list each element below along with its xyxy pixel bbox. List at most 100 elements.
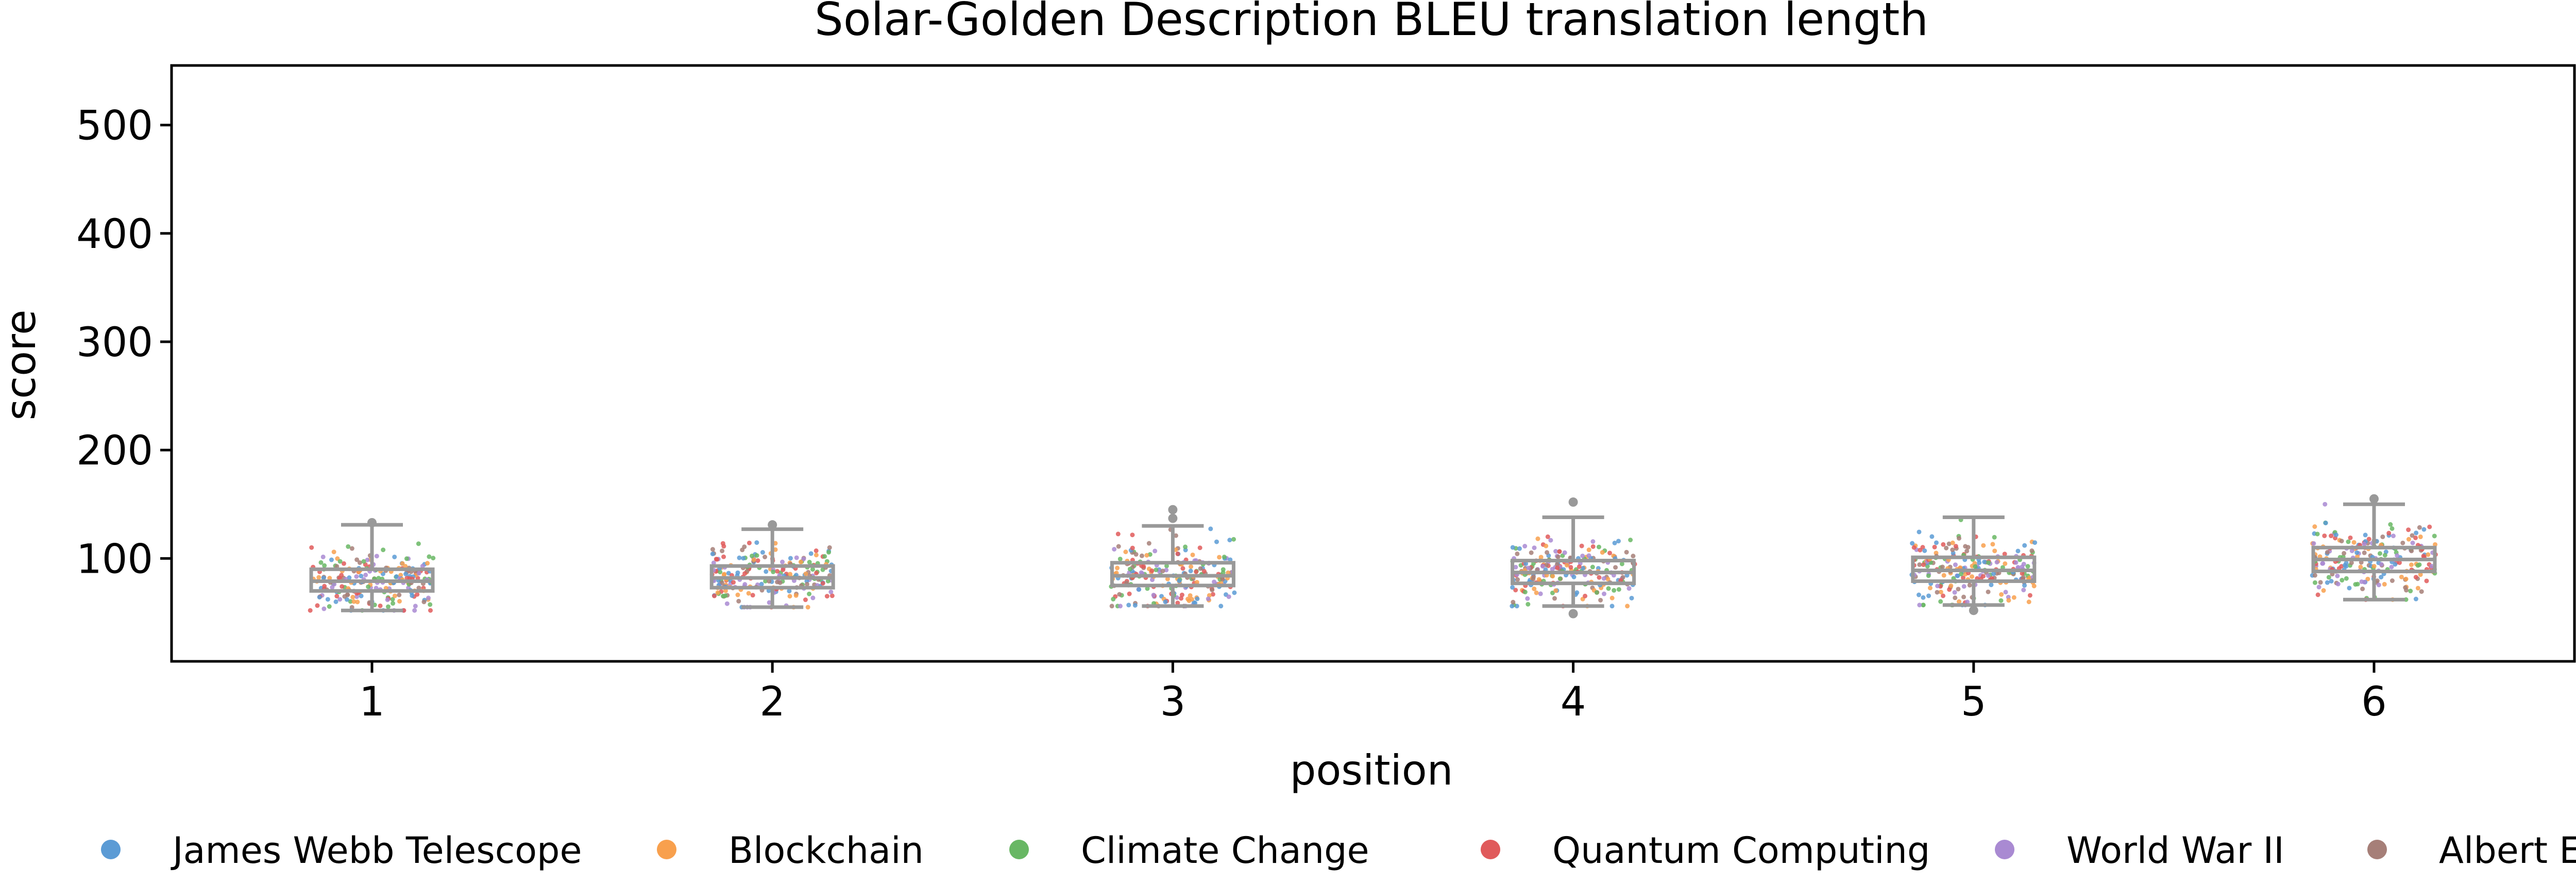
strip-point	[2391, 534, 2396, 539]
strip-point	[763, 578, 768, 584]
strip-point	[2388, 522, 2393, 527]
y-tick-label: 400	[76, 211, 153, 258]
strip-point	[1557, 549, 1562, 554]
x-tick-label: 4	[1561, 679, 1586, 725]
strip-point	[2339, 539, 2344, 544]
strip-point	[2340, 578, 2345, 583]
strip-point	[814, 571, 819, 576]
strip-point	[354, 594, 359, 599]
strip-point	[385, 604, 391, 609]
strip-point	[337, 576, 342, 581]
strip-point	[1144, 553, 1149, 558]
outlier-point	[1168, 513, 1178, 523]
strip-point	[719, 580, 724, 585]
outlier-point	[1168, 505, 1178, 514]
strip-point	[1154, 568, 1159, 573]
strip-point	[381, 547, 386, 553]
strip-point	[321, 606, 327, 611]
strip-point	[397, 592, 402, 597]
strip-point	[1953, 562, 1958, 568]
strip-point	[1221, 567, 1226, 572]
strip-point	[1195, 596, 1200, 602]
strip-point	[1938, 599, 1943, 604]
strip-point	[747, 540, 752, 545]
strip-point	[2389, 526, 2395, 531]
strip-point	[1534, 590, 1539, 595]
legend-label: Blockchain	[728, 829, 924, 872]
strip-point	[1577, 564, 1582, 569]
strip-point	[2323, 521, 2328, 526]
strip-point	[346, 544, 351, 549]
strip-point	[357, 560, 362, 565]
strip-point	[1935, 584, 1940, 589]
strip-point	[1544, 562, 1549, 568]
strip-point	[1579, 543, 1584, 548]
strip-point	[2320, 561, 2325, 566]
strip-point	[1554, 562, 1560, 567]
strip-point	[1953, 595, 1958, 601]
strip-point	[710, 552, 715, 557]
box-group	[308, 518, 436, 613]
strip-point	[1952, 590, 1957, 595]
strip-point	[1965, 599, 1970, 605]
strip-point	[1513, 588, 1518, 593]
strip-point	[1538, 591, 1543, 596]
outlier-point	[367, 518, 377, 527]
strip-point	[742, 571, 748, 576]
strip-point	[1536, 577, 1541, 582]
strip-point	[1146, 541, 1151, 546]
strip-point	[1117, 556, 1123, 561]
strip-point	[1590, 544, 1596, 549]
strip-point	[1926, 573, 1931, 578]
strip-point	[1625, 604, 1630, 609]
strip-point	[1922, 548, 1927, 553]
strip-point	[1586, 553, 1591, 558]
strip-point	[2371, 563, 2377, 569]
strip-point	[1553, 549, 1558, 554]
strip-point	[2325, 549, 2330, 555]
chart-title: Solar-Golden Description BLEU translatio…	[815, 0, 1928, 46]
strip-point	[767, 600, 772, 605]
strip-point	[1540, 564, 1545, 569]
strip-point	[1163, 599, 1168, 605]
strip-point	[1967, 582, 1972, 588]
strip-point	[392, 554, 397, 559]
strip-point	[1141, 564, 1146, 569]
strip-point	[2351, 540, 2357, 545]
strip-point	[2025, 564, 2030, 569]
strip-point	[359, 573, 364, 578]
strip-point	[1130, 532, 1135, 538]
strip-point	[1612, 540, 1617, 545]
strip-point	[2326, 575, 2331, 580]
strip-point	[1532, 545, 1537, 551]
strip-point	[1538, 555, 1544, 560]
plot-marks	[308, 494, 2438, 619]
strip-point	[1526, 602, 1531, 607]
strip-point	[397, 598, 402, 604]
strip-point	[1612, 588, 1617, 593]
strip-point	[1583, 593, 1588, 598]
strip-point	[741, 556, 746, 561]
strip-point	[1525, 596, 1530, 601]
strip-point	[1989, 582, 1994, 588]
strip-point	[1600, 550, 1605, 555]
strip-point	[1127, 591, 1132, 596]
strip-point	[1941, 593, 1946, 598]
strip-point	[329, 557, 334, 562]
strip-point	[2015, 548, 2021, 554]
strip-point	[1532, 586, 1537, 591]
strip-point	[1218, 604, 1224, 609]
strip-point	[1953, 544, 1958, 549]
strip-point	[1226, 570, 1231, 575]
strip-point	[1964, 548, 1970, 554]
strip-point	[781, 567, 786, 572]
strip-point	[1619, 561, 1624, 567]
strip-point	[1111, 596, 1116, 602]
strip-point	[1613, 565, 1618, 570]
strip-point	[755, 558, 760, 563]
strip-point	[308, 608, 313, 613]
strip-point	[737, 555, 742, 560]
strip-point	[1523, 561, 1529, 566]
strip-point	[1992, 535, 1997, 540]
strip-point	[1602, 591, 1607, 596]
